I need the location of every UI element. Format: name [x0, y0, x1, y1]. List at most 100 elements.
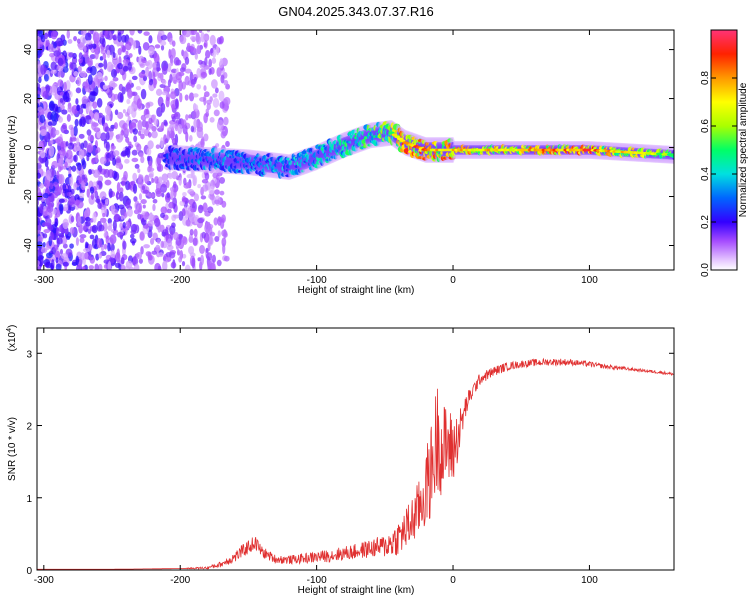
- noise-cell: [67, 142, 75, 150]
- noise-cell: [58, 158, 62, 166]
- noise-cell: [81, 174, 86, 180]
- noise-cell: [89, 186, 95, 194]
- noise-cell: [196, 44, 201, 55]
- noise-cell: [128, 53, 133, 58]
- noise-cell: [92, 212, 97, 223]
- noise-cell: [37, 172, 42, 179]
- noise-cell: [62, 66, 69, 73]
- noise-cell: [155, 144, 161, 149]
- noise-cell: [146, 147, 152, 156]
- noise-cell: [80, 180, 86, 191]
- noise-cell: [112, 77, 119, 82]
- noise-cell: [37, 106, 43, 112]
- noise-cell: [55, 227, 60, 237]
- noise-cell: [211, 57, 217, 64]
- noise-cell: [127, 141, 132, 146]
- noise-cell: [99, 56, 104, 61]
- noise-cell: [69, 227, 75, 235]
- noise-cell: [42, 241, 46, 248]
- noise-cell: [140, 88, 147, 100]
- noise-cell: [173, 187, 177, 198]
- snr-scale-note: (x104): [6, 325, 18, 352]
- heatmap-cells: [37, 30, 674, 270]
- noise-cell: [137, 168, 141, 174]
- noise-cell: [158, 252, 164, 258]
- noise-cell: [125, 260, 133, 269]
- noise-cell: [122, 109, 126, 114]
- noise-cell: [190, 125, 195, 133]
- noise-cell: [105, 131, 110, 141]
- colorbar-tick-label: 0.8: [700, 71, 711, 85]
- noise-cell: [209, 192, 215, 201]
- noise-cell: [132, 39, 137, 50]
- noise-cell: [43, 205, 47, 212]
- noise-cell: [37, 187, 41, 198]
- noise-cell: [83, 140, 88, 149]
- noise-cell: [145, 66, 150, 78]
- y-tick-label: 20: [23, 93, 34, 105]
- noise-cell: [92, 31, 100, 43]
- noise-cell: [206, 252, 213, 261]
- noise-cell: [223, 255, 230, 262]
- noise-cell: [168, 251, 176, 259]
- noise-cell: [177, 123, 183, 135]
- noise-cell: [94, 75, 99, 86]
- noise-cell: [130, 229, 137, 235]
- noise-cell: [159, 137, 164, 149]
- noise-cell: [98, 62, 104, 68]
- colorbar-bar: [710, 29, 738, 271]
- noise-cell: [155, 244, 161, 253]
- noise-cell: [201, 178, 209, 184]
- noise-cell: [86, 188, 90, 198]
- noise-cell: [39, 129, 47, 137]
- noise-cell: [130, 237, 137, 244]
- noise-cell: [161, 79, 167, 85]
- noise-cell: [76, 104, 80, 112]
- noise-cell: [144, 212, 150, 217]
- noise-cell: [119, 187, 124, 194]
- noise-cell: [107, 242, 111, 252]
- noise-cell: [209, 96, 213, 103]
- noise-cell: [196, 121, 203, 132]
- noise-cell: [41, 222, 49, 227]
- noise-cell: [161, 65, 168, 75]
- noise-cell: [127, 61, 132, 71]
- noise-cell: [67, 105, 72, 113]
- noise-cell: [196, 128, 204, 139]
- noise-cell: [184, 94, 189, 101]
- noise-cell: [42, 233, 48, 239]
- noise-cell: [192, 237, 198, 246]
- noise-cell: [219, 190, 225, 196]
- noise-cell: [163, 119, 168, 126]
- noise-cell: [45, 169, 51, 180]
- noise-cell: [105, 105, 112, 115]
- noise-cell: [221, 237, 227, 247]
- noise-cell: [206, 103, 211, 111]
- noise-cell: [208, 68, 212, 76]
- noise-cell: [221, 200, 227, 208]
- noise-cell: [138, 193, 143, 201]
- colorbar-tick-label: 0.4: [700, 167, 711, 181]
- noise-cell: [168, 48, 172, 59]
- noise-cell: [117, 48, 122, 56]
- noise-cell: [48, 211, 53, 218]
- noise-cell: [50, 69, 57, 74]
- noise-cell: [219, 101, 226, 109]
- noise-cell: [156, 61, 161, 72]
- noise-cell: [96, 237, 102, 249]
- noise-cell: [140, 156, 145, 164]
- noise-cell: [42, 192, 49, 199]
- colorbar-tick-label: 0.2: [700, 215, 711, 229]
- noise-cell: [107, 217, 112, 224]
- noise-cell: [76, 38, 81, 44]
- noise-cell: [82, 53, 89, 58]
- noise-cell: [169, 123, 174, 130]
- noise-cell: [74, 154, 78, 163]
- noise-cell: [153, 217, 161, 227]
- noise-cell: [223, 96, 231, 106]
- noise-cell: [168, 201, 175, 209]
- x-tick-label: -300: [34, 275, 54, 286]
- noise-cell: [216, 37, 222, 45]
- noise-cell: [73, 71, 79, 77]
- noise-cell: [74, 200, 80, 206]
